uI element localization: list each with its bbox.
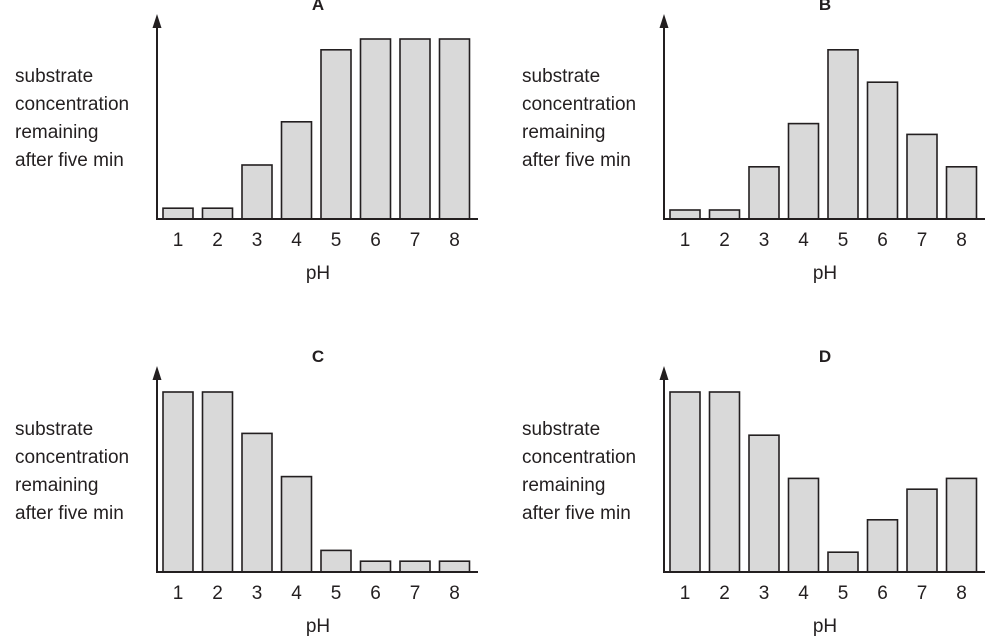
panel-a-bar (241, 164, 273, 220)
panel-d-tick-label: 6 (877, 583, 888, 604)
panel-b-bar (906, 133, 938, 220)
panel-d-bar (827, 551, 859, 573)
panel-d-y-axis-arrow (659, 366, 669, 380)
panel-c-tick-label: 8 (449, 583, 460, 604)
panel-d-xlabel: pH (813, 616, 837, 637)
panel-b-bar (708, 209, 741, 220)
panel-a-ylabel-line: substrate (15, 66, 93, 87)
panel-c-bar (399, 560, 431, 573)
panel-d-title: D (819, 347, 831, 366)
panel-a-tick-label: 7 (410, 230, 421, 251)
panel-d-bar (866, 518, 899, 573)
panel-a-bar (359, 38, 392, 220)
panel-c-bar (201, 391, 234, 573)
panel-a-tick-label: 2 (212, 230, 223, 251)
panel-a-ylabel-line: remaining (15, 122, 98, 143)
panel-b-bar (669, 209, 701, 220)
panel-b-tick-label: 2 (719, 230, 730, 251)
panel-a-bar (280, 121, 313, 220)
panel-d-tick-label: 1 (680, 583, 691, 604)
panel-b-tick-label: 3 (759, 230, 770, 251)
panel-b-bar (748, 166, 780, 220)
panel-a-tick-label: 5 (331, 230, 342, 251)
panel-b-ylabel-line: substrate (522, 66, 600, 87)
panel-b-y-axis-arrow (659, 14, 669, 28)
panel-a-tick-label: 3 (252, 230, 263, 251)
panel-b-xlabel: pH (813, 263, 837, 284)
panel-b-bar (945, 166, 978, 220)
panel-c-bar (438, 560, 471, 573)
panel-b-bar (827, 48, 859, 220)
panel-c-tick-label: 6 (370, 583, 381, 604)
panel-a-bar (201, 207, 234, 220)
panel-a-y-axis-arrow (152, 14, 162, 28)
panel-d-ylabel-line: substrate (522, 419, 600, 440)
panel-d-tick-label: 7 (917, 583, 928, 604)
panel-a-bar (399, 38, 431, 220)
panel-a-ylabel-line: after five min (15, 150, 124, 171)
panel-b-tick-label: 4 (798, 230, 809, 251)
panel-a-bar (438, 38, 471, 220)
panel-d-tick-label: 5 (838, 583, 849, 604)
panel-d-ylabel-line: concentration (522, 447, 636, 468)
panel-c-bar (241, 432, 273, 573)
panel-a-bar (320, 48, 352, 220)
panel-c-tick-label: 7 (410, 583, 421, 604)
panel-a-tick-label: 8 (449, 230, 460, 251)
panel-d-bar (748, 434, 780, 573)
panel-d-bar (945, 477, 978, 573)
panel-a-title: A (312, 0, 324, 14)
panel-c-ylabel-line: concentration (15, 447, 129, 468)
panel-b-bar (787, 122, 820, 220)
panel-b-ylabel-line: concentration (522, 94, 636, 115)
panel-d-ylabel-line: remaining (522, 475, 605, 496)
panel-b-ylabel-line: after five min (522, 150, 631, 171)
panel-b-title: B (819, 0, 831, 14)
panel-d-tick-label: 3 (759, 583, 770, 604)
panel-c-ylabel-line: substrate (15, 419, 93, 440)
panel-d-tick-label: 4 (798, 583, 809, 604)
panel-b-tick-label: 6 (877, 230, 888, 251)
panel-d-bar (708, 391, 741, 573)
panel-b-tick-label: 1 (680, 230, 691, 251)
panel-a-tick-label: 4 (291, 230, 302, 251)
panel-c-ylabel-line: after five min (15, 503, 124, 524)
panel-c-bar (359, 560, 392, 573)
panel-c-tick-label: 5 (331, 583, 342, 604)
panel-c-bar (280, 475, 313, 573)
panel-c-bar (320, 549, 352, 573)
panel-d-tick-label: 8 (956, 583, 967, 604)
panel-a-bar (162, 207, 194, 220)
panel-a-ylabel-line: concentration (15, 94, 129, 115)
panel-a-tick-label: 6 (370, 230, 381, 251)
panel-c-xlabel: pH (306, 616, 330, 637)
panel-c-tick-label: 1 (173, 583, 184, 604)
panel-c-tick-label: 3 (252, 583, 263, 604)
panel-b-tick-label: 8 (956, 230, 967, 251)
panel-d-tick-label: 2 (719, 583, 730, 604)
panel-d-bar (906, 488, 938, 573)
panel-d-bar (669, 391, 701, 573)
panel-b-tick-label: 5 (838, 230, 849, 251)
panel-c-y-axis-arrow (152, 366, 162, 380)
panel-c-tick-label: 2 (212, 583, 223, 604)
panel-d-ylabel-line: after five min (522, 503, 631, 524)
panel-c-title: C (312, 347, 324, 366)
panel-a-xlabel: pH (306, 263, 330, 284)
panel-c-ylabel-line: remaining (15, 475, 98, 496)
panel-d-bar (787, 477, 820, 573)
panel-b-tick-label: 7 (917, 230, 928, 251)
panel-c-bar (162, 391, 194, 573)
panel-b-bar (866, 81, 899, 220)
panel-a-tick-label: 1 (173, 230, 184, 251)
panel-b-ylabel-line: remaining (522, 122, 605, 143)
panel-c-tick-label: 4 (291, 583, 302, 604)
